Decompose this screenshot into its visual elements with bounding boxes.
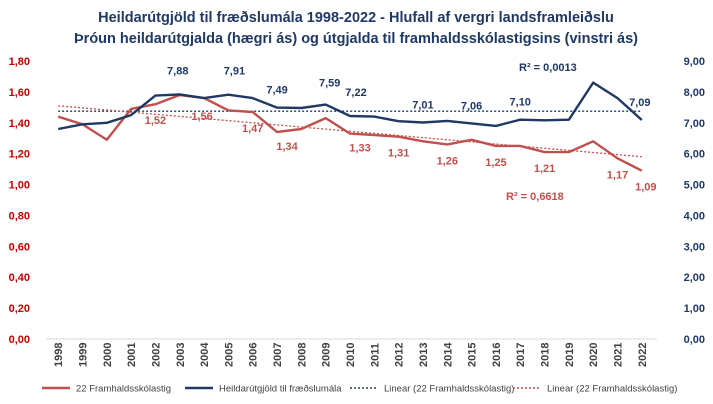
x-tick-label: 2022 xyxy=(637,343,649,367)
x-tick-label: 2012 xyxy=(394,343,406,367)
x-axis: 1998 1999 2000 2001 2002 2003 2004 2005 2006 2007… xyxy=(46,338,657,367)
data-label: 7,88 xyxy=(167,65,188,77)
right-tick-label: 2,00 xyxy=(684,272,705,284)
legend-label: Linear (22 Framhaldsskólastig) xyxy=(384,384,514,395)
x-tick-label: 2010 xyxy=(345,343,357,367)
x-tick-label: 2018 xyxy=(540,343,552,367)
r2-annotation-red: R² = 0,6618 xyxy=(506,191,564,203)
x-tick-label: 2005 xyxy=(223,343,235,367)
data-label: 1,47 xyxy=(242,123,263,135)
x-tick-label: 2019 xyxy=(564,343,576,367)
left-tick-label: 0,60 xyxy=(9,241,30,253)
left-axis: 0,00 0,20 0,40 0,60 0,80 1,00 1,20 1,40 1,60 1,80 xyxy=(9,56,30,346)
data-label: 7,22 xyxy=(345,87,366,99)
right-tick-label: 4,00 xyxy=(684,210,705,222)
left-tick-label: 1,60 xyxy=(9,87,30,99)
left-tick-label: 0,80 xyxy=(9,210,30,222)
right-tick-label: 8,00 xyxy=(684,87,705,99)
right-tick-label: 6,00 xyxy=(684,149,705,161)
x-tick-label: 2000 xyxy=(102,343,114,367)
data-label: 7,59 xyxy=(319,78,340,90)
data-label: 1,56 xyxy=(191,111,212,123)
data-label: 1,31 xyxy=(388,148,409,160)
right-tick-label: 0,00 xyxy=(684,334,705,346)
x-tick-label: 2002 xyxy=(150,343,162,367)
legend: 22 Framhaldsskólastig Heildarútgjöld til … xyxy=(42,384,677,395)
x-tick-label: 2013 xyxy=(418,343,430,367)
x-tick-label: 2008 xyxy=(296,343,308,367)
chart-title: Heildarútgjöld til fræðslumála 1998-2022… xyxy=(98,10,614,26)
data-label: 1,52 xyxy=(145,115,166,127)
x-tick-label: 2020 xyxy=(588,343,600,367)
x-tick-label: 2017 xyxy=(515,343,527,367)
left-tick-label: 0,40 xyxy=(9,272,30,284)
x-tick-label: 2015 xyxy=(467,343,479,367)
x-tick-label: 2007 xyxy=(272,343,284,367)
data-label: 1,26 xyxy=(437,155,458,167)
trendline xyxy=(58,105,642,158)
r2-annotation-blue: R² = 0,0013 xyxy=(519,62,577,74)
data-label: 1,09 xyxy=(635,182,656,194)
left-tick-label: 0,00 xyxy=(9,334,30,346)
data-label: 7,49 xyxy=(266,85,287,97)
trendlines xyxy=(58,105,642,158)
x-tick-label: 1998 xyxy=(53,343,65,367)
left-tick-label: 1,40 xyxy=(9,118,30,130)
x-tick-label: 2021 xyxy=(613,343,625,367)
x-tick-label: 2016 xyxy=(491,343,503,367)
data-label: 1,33 xyxy=(349,143,370,155)
left-tick-label: 0,20 xyxy=(9,303,30,315)
legend-label: 22 Framhaldsskólastig xyxy=(76,384,171,395)
data-label: 1,25 xyxy=(485,157,506,169)
series-line-1 xyxy=(57,81,643,131)
data-label: 1,17 xyxy=(607,169,628,181)
x-tick-label: 2006 xyxy=(248,343,260,367)
right-tick-label: 3,00 xyxy=(684,241,705,253)
legend-label: Heildarútgjöld til fræðslumála xyxy=(219,384,342,395)
x-tick-label: 2003 xyxy=(175,343,187,367)
x-tick-label: 2004 xyxy=(199,342,211,367)
data-label: 7,09 xyxy=(629,97,650,109)
left-tick-label: 1,00 xyxy=(9,180,30,192)
data-labels: 1,52 1,56 1,47 1,34 1,33 1,31 1,26 1,25 1,21 1,17… xyxy=(145,65,657,193)
right-tick-label: 9,00 xyxy=(684,56,705,68)
series-line-0 xyxy=(57,93,643,172)
series-lines xyxy=(57,81,643,172)
legend-label: Linear (22 Framhaldsskólastig) xyxy=(547,384,677,395)
right-axis: 0,00 1,00 2,00 3,00 4,00 5,00 6,00 7,00 8,00 9,00 xyxy=(684,56,705,346)
x-tick-label: 2011 xyxy=(369,343,381,367)
left-tick-label: 1,80 xyxy=(9,56,30,68)
data-label: 7,06 xyxy=(461,100,482,112)
x-tick-label: 2001 xyxy=(126,343,138,367)
data-label: 7,10 xyxy=(510,97,531,109)
chart-subtitle: Þróun heildarútgjalda (hægri ás) og útgj… xyxy=(74,31,638,47)
data-label: 1,34 xyxy=(276,141,298,153)
x-tick-label: 1999 xyxy=(77,343,89,367)
x-tick-label: 2014 xyxy=(442,342,454,367)
right-tick-label: 5,00 xyxy=(684,180,705,192)
data-label: 1,21 xyxy=(534,163,555,175)
right-tick-label: 7,00 xyxy=(684,118,705,130)
data-label: 7,91 xyxy=(224,66,245,78)
left-tick-label: 1,20 xyxy=(9,149,30,161)
x-tick-label: 2009 xyxy=(321,343,333,367)
right-tick-label: 1,00 xyxy=(684,303,705,315)
data-label: 7,01 xyxy=(412,99,433,111)
